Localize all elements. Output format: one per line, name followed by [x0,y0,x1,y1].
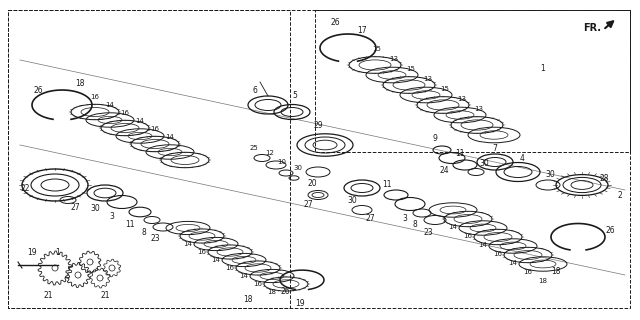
Text: 1: 1 [56,247,60,257]
Text: 21: 21 [100,291,109,300]
Bar [315,10,630,152]
Text: 16: 16 [225,265,234,271]
Text: 12: 12 [266,150,275,156]
Text: 8: 8 [413,220,417,228]
Text: 15: 15 [440,86,449,92]
Text: 16: 16 [524,269,532,275]
Text: 30: 30 [479,158,489,167]
Text: 17: 17 [357,26,367,35]
Text: 14: 14 [106,102,115,108]
Text: 11: 11 [125,220,135,228]
Text: 22: 22 [20,183,29,193]
Text: 16: 16 [198,249,207,255]
Text: 26: 26 [33,85,43,94]
Text: 8: 8 [141,228,147,236]
Text: 14: 14 [136,118,145,124]
Text: 21: 21 [44,291,52,300]
Text: 25: 25 [250,145,259,151]
Text: 15: 15 [406,66,415,72]
Text: 10: 10 [278,159,287,165]
Text: 5: 5 [292,91,298,100]
Text: 27: 27 [365,213,375,222]
Text: 2: 2 [618,190,622,199]
Text: 14: 14 [239,273,248,279]
Text: 30: 30 [347,196,357,204]
Text: 26: 26 [280,287,290,297]
Text: 18: 18 [76,78,84,87]
Text: 16: 16 [90,94,99,100]
Text: 16: 16 [120,110,129,116]
Text: 30: 30 [90,204,100,212]
Text: 20: 20 [307,179,317,188]
Text: 11: 11 [382,180,392,188]
Text: 15: 15 [372,46,381,52]
Text: 18: 18 [243,294,253,303]
Text: 3: 3 [109,212,115,220]
Text: 16: 16 [150,126,159,132]
Text: 7: 7 [493,143,497,153]
Text: 18: 18 [268,289,276,295]
Text: 14: 14 [509,260,517,266]
Text: 18: 18 [538,278,547,284]
Text: 27: 27 [70,203,80,212]
Text: 29: 29 [313,121,323,130]
Text: 23: 23 [423,228,433,236]
Text: 16: 16 [493,251,502,257]
Text: 19: 19 [295,299,305,308]
Text: 14: 14 [166,134,175,140]
Text: 4: 4 [520,154,524,163]
Text: 30: 30 [545,170,555,179]
Text: 16: 16 [253,281,262,287]
Text: 13: 13 [474,106,483,112]
Text: 28: 28 [599,173,609,182]
Text: 14: 14 [212,257,220,263]
Text: 16: 16 [463,233,472,239]
Text: 26: 26 [330,18,340,27]
Text: 13: 13 [390,56,399,62]
Text: 1: 1 [541,63,545,73]
Text: 14: 14 [479,242,488,248]
Text: 27: 27 [303,199,313,209]
Text: 19: 19 [27,247,37,257]
Text: 24: 24 [439,165,449,174]
Text: 11: 11 [455,148,465,157]
Text: 18: 18 [551,268,561,276]
Text: 14: 14 [449,224,458,230]
Text: 3: 3 [403,213,408,222]
Text: 26: 26 [605,226,615,235]
Text: 13: 13 [424,76,433,82]
Text: 30: 30 [294,165,303,171]
Text: FR.: FR. [583,23,601,33]
Text: 13: 13 [458,96,467,102]
Text: 6: 6 [253,85,257,94]
Text: 9: 9 [433,133,437,142]
Bar [8,10,290,308]
Text: 14: 14 [184,241,193,247]
Text: 23: 23 [150,234,160,243]
